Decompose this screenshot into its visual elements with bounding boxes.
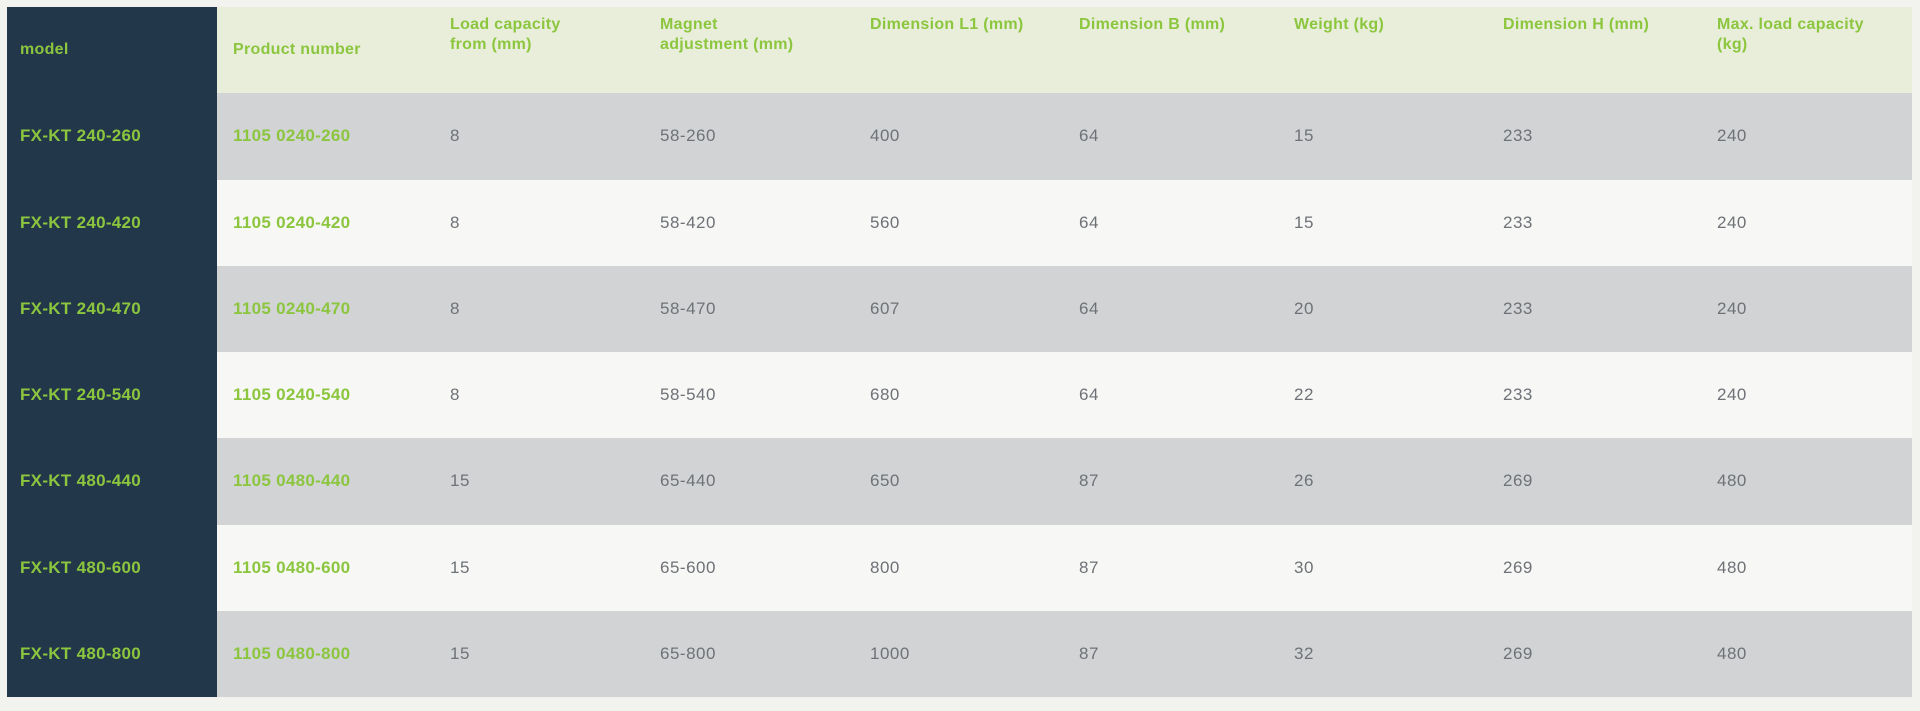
table-row: FX-KT 240-470 1105 0240-470 8 58-470 607… — [7, 265, 1912, 352]
table-row: FX-KT 480-800 1105 0480-800 15 65-800 10… — [7, 610, 1912, 697]
load-capacity-cell: 8 — [434, 352, 644, 439]
dimension-b-cell: 87 — [1063, 610, 1278, 697]
column-header-model: model — [7, 7, 217, 94]
product-number-link[interactable]: 1105 0480-800 — [217, 610, 434, 697]
magnet-adjustment-cell: 65-440 — [644, 438, 854, 525]
weight-cell: 15 — [1278, 93, 1487, 180]
max-load-capacity-cell: 240 — [1701, 93, 1912, 180]
model-cell: FX-KT 480-800 — [7, 610, 217, 697]
dimension-h-cell: 269 — [1487, 438, 1701, 525]
load-capacity-cell: 8 — [434, 93, 644, 180]
product-number-link[interactable]: 1105 0240-420 — [217, 179, 434, 266]
dimension-l1-cell: 400 — [854, 93, 1063, 180]
max-load-capacity-cell: 240 — [1701, 265, 1912, 352]
product-number-link[interactable]: 1105 0240-260 — [217, 93, 434, 180]
load-capacity-cell: 15 — [434, 524, 644, 611]
dimension-b-cell: 64 — [1063, 179, 1278, 266]
dimension-h-cell: 233 — [1487, 179, 1701, 266]
dimension-b-cell: 64 — [1063, 93, 1278, 180]
column-header-load-capacity: Load capacity from (mm) — [434, 7, 644, 94]
table-row: FX-KT 240-420 1105 0240-420 8 58-420 560… — [7, 179, 1912, 266]
dimension-b-cell: 64 — [1063, 265, 1278, 352]
model-cell: FX-KT 240-470 — [7, 265, 217, 352]
column-header-dimension-l1: Dimension L1 (mm) — [854, 7, 1063, 94]
column-header-dimension-h: Dimension H (mm) — [1487, 7, 1701, 94]
magnet-adjustment-cell: 58-420 — [644, 179, 854, 266]
product-spec-table: model Product number Load capacity from … — [7, 7, 1912, 697]
weight-cell: 22 — [1278, 352, 1487, 439]
product-number-link[interactable]: 1105 0480-440 — [217, 438, 434, 525]
model-cell: FX-KT 240-260 — [7, 93, 217, 180]
magnet-adjustment-cell: 65-600 — [644, 524, 854, 611]
load-capacity-cell: 8 — [434, 265, 644, 352]
dimension-b-cell: 64 — [1063, 352, 1278, 439]
table-row: FX-KT 240-260 1105 0240-260 8 58-260 400… — [7, 93, 1912, 180]
max-load-capacity-cell: 480 — [1701, 524, 1912, 611]
column-header-dimension-b: Dimension B (mm) — [1063, 7, 1278, 94]
dimension-l1-cell: 607 — [854, 265, 1063, 352]
max-load-capacity-cell: 480 — [1701, 438, 1912, 525]
magnet-adjustment-cell: 65-800 — [644, 610, 854, 697]
dimension-l1-cell: 800 — [854, 524, 1063, 611]
product-number-link[interactable]: 1105 0240-540 — [217, 352, 434, 439]
dimension-h-cell: 233 — [1487, 265, 1701, 352]
model-cell: FX-KT 240-540 — [7, 352, 217, 439]
dimension-l1-cell: 1000 — [854, 610, 1063, 697]
table-header-row: model Product number Load capacity from … — [7, 7, 1912, 94]
dimension-h-cell: 233 — [1487, 352, 1701, 439]
weight-cell: 30 — [1278, 524, 1487, 611]
product-number-link[interactable]: 1105 0480-600 — [217, 524, 434, 611]
weight-cell: 15 — [1278, 179, 1487, 266]
column-header-product-number: Product number — [217, 7, 434, 94]
column-header-weight: Weight (kg) — [1278, 7, 1487, 94]
weight-cell: 26 — [1278, 438, 1487, 525]
dimension-b-cell: 87 — [1063, 438, 1278, 525]
load-capacity-cell: 15 — [434, 610, 644, 697]
magnet-adjustment-cell: 58-260 — [644, 93, 854, 180]
load-capacity-cell: 8 — [434, 179, 644, 266]
max-load-capacity-cell: 240 — [1701, 179, 1912, 266]
column-header-magnet-adjustment: Magnet adjustment (mm) — [644, 7, 854, 94]
table-row: FX-KT 240-540 1105 0240-540 8 58-540 680… — [7, 352, 1912, 439]
dimension-h-cell: 233 — [1487, 93, 1701, 180]
dimension-l1-cell: 560 — [854, 179, 1063, 266]
magnet-adjustment-cell: 58-540 — [644, 352, 854, 439]
max-load-capacity-cell: 480 — [1701, 610, 1912, 697]
magnet-adjustment-cell: 58-470 — [644, 265, 854, 352]
dimension-h-cell: 269 — [1487, 610, 1701, 697]
model-cell: FX-KT 480-440 — [7, 438, 217, 525]
dimension-b-cell: 87 — [1063, 524, 1278, 611]
dimension-h-cell: 269 — [1487, 524, 1701, 611]
dimension-l1-cell: 680 — [854, 352, 1063, 439]
dimension-l1-cell: 650 — [854, 438, 1063, 525]
table-row: FX-KT 480-440 1105 0480-440 15 65-440 65… — [7, 438, 1912, 525]
column-header-max-load-capacity: Max. load capacity (kg) — [1701, 7, 1912, 94]
model-cell: FX-KT 240-420 — [7, 179, 217, 266]
table-row: FX-KT 480-600 1105 0480-600 15 65-600 80… — [7, 524, 1912, 611]
product-number-link[interactable]: 1105 0240-470 — [217, 265, 434, 352]
model-cell: FX-KT 480-600 — [7, 524, 217, 611]
weight-cell: 32 — [1278, 610, 1487, 697]
load-capacity-cell: 15 — [434, 438, 644, 525]
max-load-capacity-cell: 240 — [1701, 352, 1912, 439]
weight-cell: 20 — [1278, 265, 1487, 352]
